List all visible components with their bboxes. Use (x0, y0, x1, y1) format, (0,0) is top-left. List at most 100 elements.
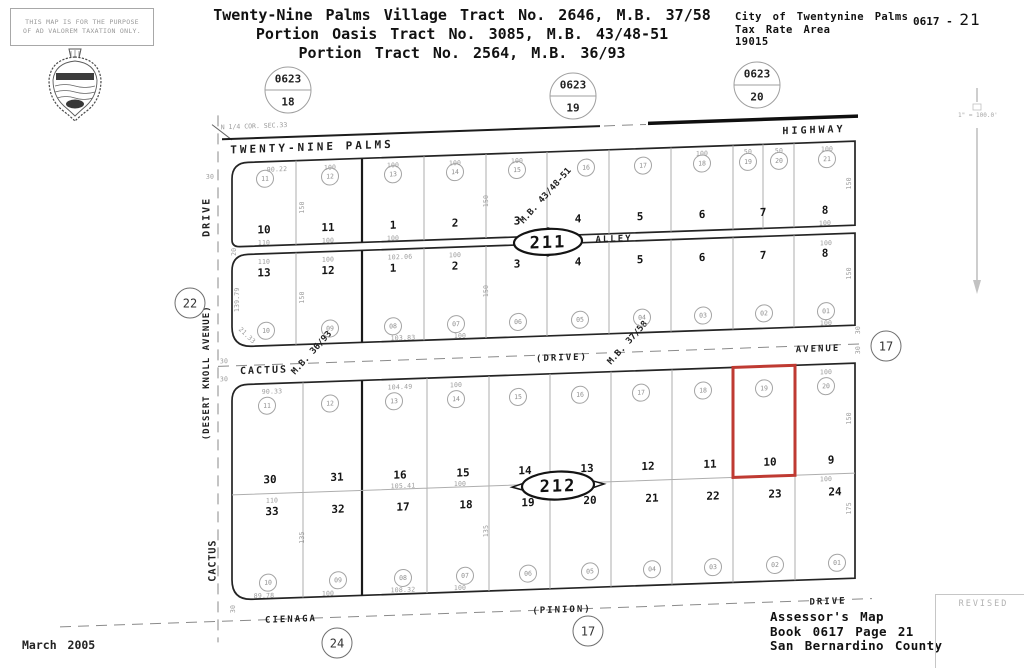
dimension-label: 108.32 (390, 585, 416, 595)
dimension-label: 90.33 (261, 387, 283, 396)
highlighted-parcel-outline (731, 363, 797, 479)
lot-number: 18 (459, 498, 473, 512)
dimension-label: 110 (257, 238, 271, 248)
title-line-3: Portion Tract No. 2564, M.B. 36/93 (298, 44, 626, 62)
disclaimer-line-1: THIS MAP IS FOR THE PURPOSE (25, 18, 139, 26)
lot-number: 7 (759, 248, 767, 263)
pinion-centerline (60, 598, 872, 628)
dimension-label: 150 (845, 267, 853, 280)
dimension-label: 100 (819, 318, 833, 328)
section-corner-tick (211, 124, 233, 141)
dimension-label: 30 (219, 357, 229, 366)
dimension-label: 100 (453, 479, 467, 489)
disclaimer-line-2: OF AD VALOREM TAXATION ONLY. (23, 27, 141, 35)
lot-number: 21 (645, 491, 659, 505)
dimension-label: 30 (219, 375, 229, 384)
lot-number: 3 (513, 257, 521, 271)
dimension-label: 89.78 (253, 591, 275, 601)
block-2-outline (231, 232, 856, 348)
dimension-label: 150 (845, 412, 853, 425)
adjacent-page-circle: 24 (321, 627, 353, 659)
street-label: (PINION) (532, 604, 592, 617)
disclaimer-box: THIS MAP IS FOR THE PURPOSE OF AD VALORE… (10, 8, 154, 46)
dimension-label: 100 (819, 474, 833, 484)
county-seal-icon (48, 48, 102, 122)
dimension-label: 139.79 (233, 287, 241, 313)
assessor-info: Assessor's Map Book 0617 Page 21 San Ber… (770, 609, 943, 654)
block-1-outline (231, 140, 856, 248)
dimension-label: 100 (323, 163, 337, 172)
block-3-outline (231, 362, 856, 601)
title-line-2: Portion Oasis Tract No. 3085, M.B. 43/48… (255, 25, 669, 43)
lot-number: 32 (331, 502, 345, 516)
city-info: City of Twentynine Palms Tax Rate Area 1… (735, 11, 908, 49)
lot-number: 1 (389, 261, 397, 275)
assessor-line-3: San Bernardino County (770, 638, 943, 653)
lot-number: 2 (451, 259, 459, 273)
lot-number: 10 (763, 455, 777, 469)
street-label: ALLEY (595, 233, 633, 246)
lot-number: 16 (393, 468, 407, 482)
lot-number: 7 (759, 205, 767, 220)
book-page-ref: 0617 - 21 (913, 10, 981, 29)
dimension-label: 110 (265, 496, 279, 505)
dimension-label: 50 (743, 147, 753, 157)
street-label: DRIVE (809, 596, 847, 608)
lot-number: 4 (574, 255, 582, 269)
lot-number: 31 (330, 470, 344, 484)
lot-number: 5 (636, 253, 644, 267)
north-arrow-icon (972, 88, 982, 294)
highway-line (222, 125, 600, 141)
lot-number: 5 (636, 210, 644, 224)
lot-number: 14 (518, 463, 532, 478)
lot-number: 15 (456, 466, 470, 480)
lot-number: 6 (698, 250, 706, 265)
dimension-label: 20 (230, 247, 238, 257)
lot-number: 11 (703, 457, 717, 471)
scale-text: 1" = 100.0' (958, 112, 998, 119)
lot-number: 23 (768, 487, 782, 501)
dimension-label: 100 (448, 250, 462, 260)
block-211-sign (512, 227, 584, 257)
revised-box: REVISED (935, 594, 1024, 668)
block-212-sign (520, 470, 596, 501)
dimension-label: 100 (820, 144, 834, 154)
lot-number: 9 (827, 453, 835, 467)
dimension-label: 100 (695, 149, 709, 158)
lot-number: 17 (396, 500, 410, 514)
lot-number: 8 (821, 203, 829, 217)
block-2-lot-lines (295, 235, 795, 345)
dimension-label: 150 (482, 284, 490, 298)
adjacent-page-circle: 17 (572, 615, 604, 647)
highway-line-thick (648, 114, 858, 126)
map-page-circle: 0623 18 (264, 66, 312, 114)
highway-line-gap (604, 123, 646, 127)
street-label: CACTUS (207, 539, 219, 582)
dimension-label: 100 (453, 583, 467, 593)
lot-number: 20 (583, 493, 597, 508)
lot-number: 22 (706, 489, 720, 503)
tax-rate-area-label: Tax Rate Area (735, 23, 831, 36)
dimension-label: 110 (257, 257, 271, 267)
book-number: 0617 - (913, 15, 953, 28)
dimension-label: 30 (205, 172, 215, 181)
lot-number: 33 (265, 504, 279, 519)
lot-number: 2 (451, 216, 459, 230)
block-211-number: 211 (530, 232, 567, 253)
dimension-label: 150 (298, 201, 306, 214)
dimension-label: 105.41 (390, 481, 416, 491)
map-date: March 2005 (22, 638, 96, 652)
map-page-circle: 0623 19 (549, 72, 597, 120)
street-label: (DESERT KNOLL AVENUE) (202, 305, 212, 441)
dimension-label: 150 (482, 194, 490, 208)
dimension-label: 50 (774, 146, 784, 155)
dimension-label: 100 (510, 156, 524, 166)
dimension-label: 100 (386, 234, 400, 243)
dimension-label: 100 (819, 367, 833, 377)
map-title: Twenty-Nine Palms Village Tract No. 2646… (186, 6, 738, 63)
map-page-circle: 0623 20 (733, 61, 781, 109)
lot-number: 30 (263, 472, 277, 487)
tax-rate-area-value: 19015 (735, 36, 769, 48)
